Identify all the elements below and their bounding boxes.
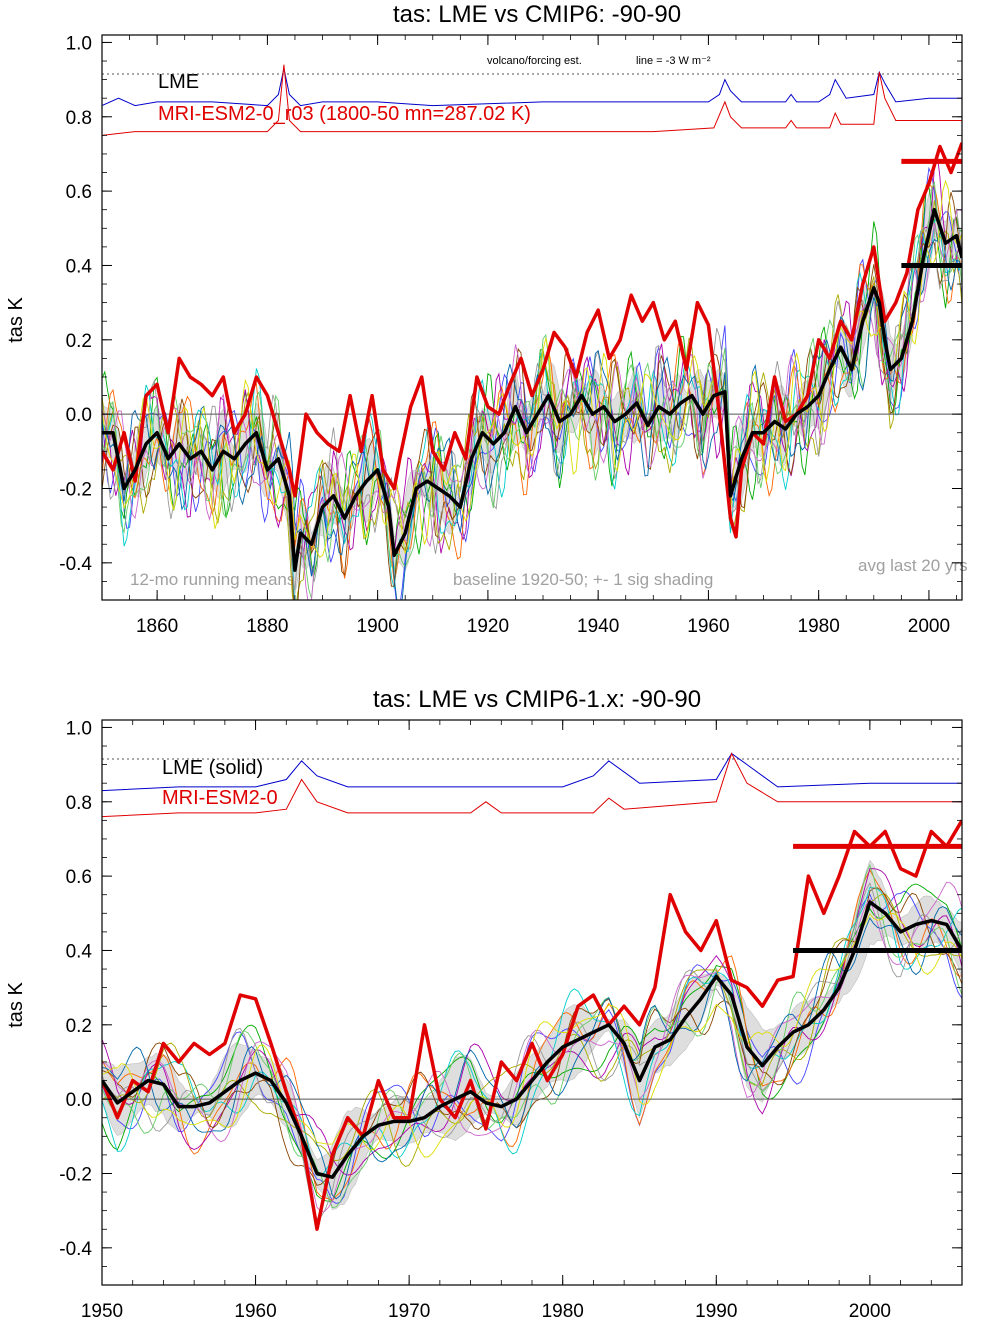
- avg-last-note: avg last 20 yrs: [858, 556, 968, 575]
- y-axis-label: tas K: [5, 297, 27, 343]
- ensemble-member-line: [102, 886, 962, 1177]
- model-forcing-line: [102, 64, 962, 136]
- y-tick-label: -0.4: [59, 554, 92, 575]
- legend-lme: LME: [158, 71, 199, 93]
- plot-frame: [101, 34, 963, 601]
- y-tick-label: 1.0: [66, 33, 92, 54]
- y-tick-label: 0.4: [66, 256, 93, 277]
- legend-lme: LME (solid): [162, 757, 263, 779]
- lme-forcing-line: [102, 752, 962, 792]
- ensemble-member-line: [102, 179, 962, 558]
- forcing-line-note: line = -3 W m⁻²: [636, 55, 711, 67]
- ensemble-member-line: [102, 869, 962, 1201]
- baseline-note: baseline 1920-50; +- 1 sig shading: [453, 570, 713, 589]
- x-tick-label: 1880: [246, 616, 288, 637]
- volcano-note: volcano/forcing est.: [487, 55, 582, 67]
- model-forcing-line: [102, 752, 962, 818]
- ensemble-member-line: [102, 209, 962, 600]
- y-tick-label: 0.0: [66, 1090, 92, 1111]
- y-tick-label: 1.0: [66, 718, 92, 739]
- y-axis-label: tas K: [5, 982, 27, 1028]
- ensemble-member-line: [102, 192, 962, 600]
- ensemble-member-line: [102, 181, 962, 599]
- x-tick-label: 1980: [798, 616, 840, 637]
- y-tick-label: 0.2: [66, 1016, 92, 1037]
- y-tick-label: -0.2: [59, 479, 92, 500]
- y-tick-label: -0.4: [59, 1239, 92, 1260]
- x-tick-label: 1900: [357, 616, 399, 637]
- model-tas-line: [102, 142, 962, 539]
- ensemble-member-line: [102, 887, 962, 1186]
- y-tick-label: 0.4: [66, 941, 93, 962]
- y-tick-label: 0.8: [66, 108, 92, 129]
- ensemble-member-line: [102, 232, 962, 600]
- y-tick-label: 0.6: [66, 867, 92, 888]
- running-means-note: 12-mo running means: [130, 570, 295, 589]
- lme-mean-line: [102, 207, 962, 573]
- x-tick-label: 1950: [81, 1301, 123, 1322]
- x-tick-label: 1980: [542, 1301, 584, 1322]
- panel-bottom: tas: LME vs CMIP6-1.x: -90-90 tas K LME …: [5, 686, 963, 1322]
- x-tick-label: 1960: [234, 1301, 276, 1322]
- plot-area: [102, 64, 962, 600]
- legend-model: MRI-ESM2-0: [162, 787, 278, 809]
- x-tick-label: 1860: [136, 616, 178, 637]
- ensemble-member-line: [102, 166, 962, 600]
- y-tick-label: 0.6: [66, 182, 92, 203]
- y-tick-label: 0.2: [66, 331, 92, 352]
- x-tick-label: 1960: [687, 616, 729, 637]
- ensemble-member-line: [102, 883, 962, 1202]
- x-tick-label: 1940: [577, 616, 619, 637]
- x-tick-label: 2000: [908, 616, 950, 637]
- y-tick-label: 0.0: [66, 405, 92, 426]
- ensemble-member-line: [102, 881, 962, 1212]
- model-tas-line: [102, 819, 962, 1231]
- lme-mean-line: [102, 900, 962, 1179]
- panel-top: tas: LME vs CMIP6: -90-90 tas K LME MRI-…: [5, 1, 968, 637]
- lme-forcing-line: [102, 68, 962, 107]
- x-tick-label: 1990: [695, 1301, 737, 1322]
- chart-title: tas: LME vs CMIP6: -90-90: [393, 1, 681, 28]
- x-tick-label: 1970: [388, 1301, 430, 1322]
- ensemble-member-line: [102, 863, 962, 1209]
- y-tick-label: -0.2: [59, 1164, 92, 1185]
- x-tick-label: 2000: [849, 1301, 891, 1322]
- ensemble-member-line: [102, 890, 962, 1204]
- y-tick-label: 0.8: [66, 793, 92, 814]
- ensemble-member-line: [102, 868, 962, 1176]
- chart-title: tas: LME vs CMIP6-1.x: -90-90: [373, 686, 701, 713]
- legend-model: MRI-ESM2-0_r03 (1800-50 mn=287.02 K): [158, 103, 531, 125]
- x-tick-label: 1920: [467, 616, 509, 637]
- plot-area: [102, 752, 962, 1231]
